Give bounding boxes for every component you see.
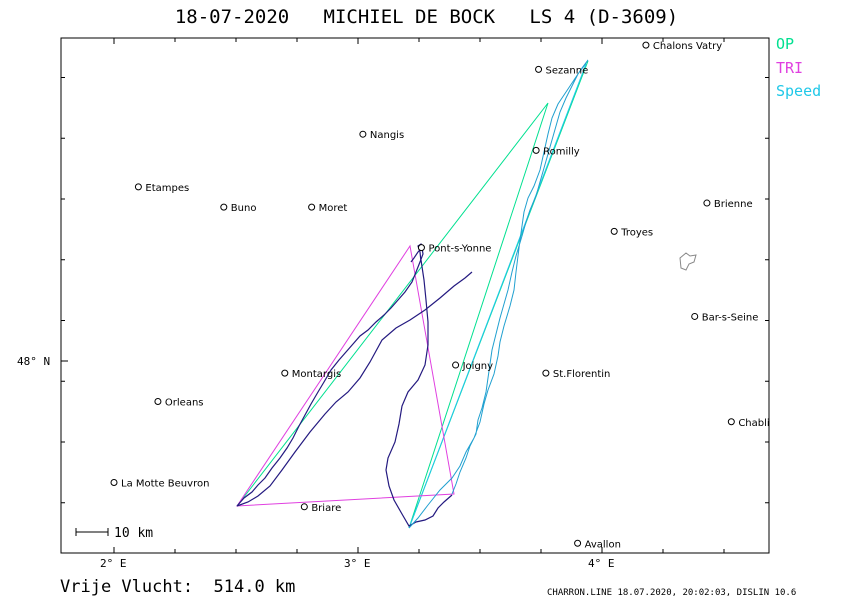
place-dot — [542, 369, 550, 377]
place-label: Chalons Vatry — [653, 41, 722, 52]
place-dot — [300, 503, 308, 511]
place-label: La Motte Beuvron — [121, 479, 209, 490]
place-marker: Chalons Vatry — [642, 41, 722, 52]
place-marker: Coulommiers — [362, 29, 438, 40]
x-tick-label: 3° E — [344, 557, 371, 570]
place-marker: Briare — [300, 503, 341, 514]
place-marker: Etampes — [134, 183, 189, 194]
place-dot — [532, 146, 540, 154]
place-label: Buno — [231, 203, 257, 214]
place-label: Nangis — [370, 130, 404, 141]
place-label: Romilly — [543, 146, 580, 157]
place-label: Joigny — [462, 361, 494, 372]
place-marker: Moret — [308, 203, 348, 214]
place-dot — [610, 227, 618, 235]
place-dot — [134, 183, 142, 191]
place-label: Orleans — [165, 398, 204, 409]
flight-track-south-loop — [385, 259, 453, 527]
place-marker: Sezanne — [535, 65, 589, 76]
flight-track-east-leg — [408, 59, 589, 529]
legend-speed: Speed — [776, 82, 822, 100]
x-tick-label: 4° E — [588, 557, 615, 570]
place-dot — [308, 203, 316, 211]
place-label: Troyes — [620, 227, 653, 238]
place-marker: Orleans — [154, 398, 204, 409]
place-label: St.Florentin — [553, 369, 611, 380]
place-label: Chablis — [738, 418, 775, 429]
place-dot — [110, 479, 118, 486]
place-label: Bar-s-Seine — [702, 312, 759, 323]
x-tick-label: 2° E — [100, 557, 127, 570]
scale-bar: 10 km — [75, 526, 153, 541]
place-marker: Chablis — [727, 418, 775, 429]
lake-outline — [679, 252, 697, 271]
place-label: Avallon — [585, 539, 621, 550]
credit-text: CHARRON.LINE 18.07.2020, 20:02:03, DISLI… — [547, 588, 797, 598]
place-label: Moret — [319, 203, 348, 214]
place-dot — [642, 41, 650, 49]
legend-op: OP — [776, 35, 795, 53]
place-marker: Avallon — [574, 539, 621, 550]
place-dot — [359, 130, 367, 138]
place-label: Brienne — [714, 199, 753, 210]
place-dot — [154, 398, 162, 405]
place-dot — [417, 244, 425, 252]
place-markers: Coulommiers Chalons Vatry Sezanne Nangis Rom… — [110, 29, 775, 550]
place-marker: Montargis — [281, 369, 341, 380]
place-label: Coulommiers — [372, 29, 438, 40]
scale-bar-label: 10 km — [114, 526, 153, 541]
place-dot — [691, 312, 699, 320]
distance-text: Vrije Vlucht: 514.0 km — [60, 577, 296, 597]
place-label: Briare — [311, 503, 341, 514]
place-dot — [362, 30, 368, 36]
legend: OP TRI Speed — [776, 33, 821, 104]
place-dot — [703, 199, 711, 207]
place-label: Etampes — [145, 183, 189, 194]
y-tick-label: 48° N — [17, 355, 50, 368]
op-route — [236, 60, 589, 529]
place-dot — [281, 369, 289, 377]
map-title: 18-07-2020 MICHIEL DE BOCK LS 4 (D-3609) — [174, 6, 679, 28]
speed-route — [408, 63, 587, 529]
place-dot — [574, 539, 582, 547]
place-marker: St.Florentin — [542, 369, 611, 380]
place-label: Montargis — [292, 369, 341, 380]
place-marker: Buno — [220, 203, 257, 214]
axis-labels: 2° E 3° E 4° E 48° N — [17, 355, 615, 570]
flight-track-east-return — [236, 271, 473, 507]
place-marker: Troyes — [610, 227, 653, 238]
place-marker: Nangis — [359, 130, 404, 141]
place-label: Sezanne — [546, 65, 589, 76]
map-frame — [60, 37, 770, 554]
place-marker: Brienne — [703, 199, 753, 210]
place-marker: Pont-s-Yonne — [417, 244, 491, 255]
axis-ticks — [61, 38, 769, 553]
place-dot — [220, 203, 228, 211]
place-dot — [452, 361, 460, 369]
place-marker: Joigny — [452, 361, 494, 372]
legend-tri: TRI — [776, 58, 804, 77]
place-marker: La Motte Beuvron — [110, 479, 209, 490]
place-dot — [727, 418, 735, 426]
flight-track-west — [236, 246, 424, 507]
place-label: Pont-s-Yonne — [428, 244, 491, 255]
place-marker: Bar-s-Seine — [691, 312, 759, 323]
place-dot — [535, 65, 543, 73]
place-marker: Romilly — [532, 146, 580, 157]
tri-route — [236, 244, 455, 507]
